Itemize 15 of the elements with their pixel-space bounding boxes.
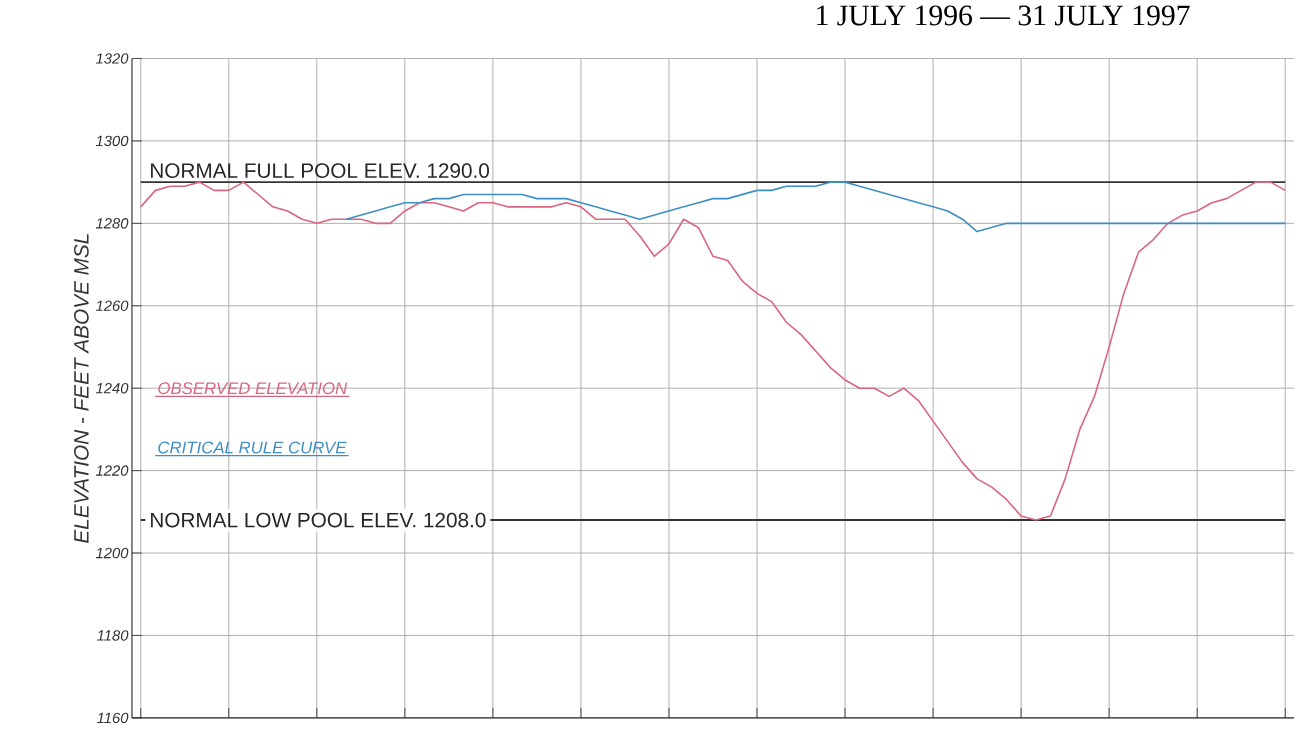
ref-line-label: NORMAL LOW POOL ELEV. 1208.0 (151, 512, 486, 528)
y-tick-label: 1280 (95, 218, 129, 229)
y-tick-label: 1240 (95, 383, 129, 394)
text: CRITICAL RULE CURVE (158, 441, 347, 454)
chart-title: 1 JULY 1996 — 31 JULY 1997 (817, 5, 1190, 26)
y-tick-label: 1320 (95, 53, 129, 64)
y-tick-label: 1200 (95, 547, 129, 559)
y-tick-label: 1260 (95, 300, 129, 312)
y-tick-label: 1180 (96, 630, 129, 641)
text: OBSERVED ELEVATION (158, 382, 348, 395)
y-tick-label: 1160 (96, 712, 129, 724)
y-tick-label: 1300 (95, 135, 129, 147)
ref-line-label: NORMAL FULL POOL ELEV. 1290.0 (151, 163, 490, 179)
y-tick-label: 1220 (95, 465, 129, 476)
y-axis-title: ELEVATION - FEET ABOVE MSL (74, 234, 89, 544)
